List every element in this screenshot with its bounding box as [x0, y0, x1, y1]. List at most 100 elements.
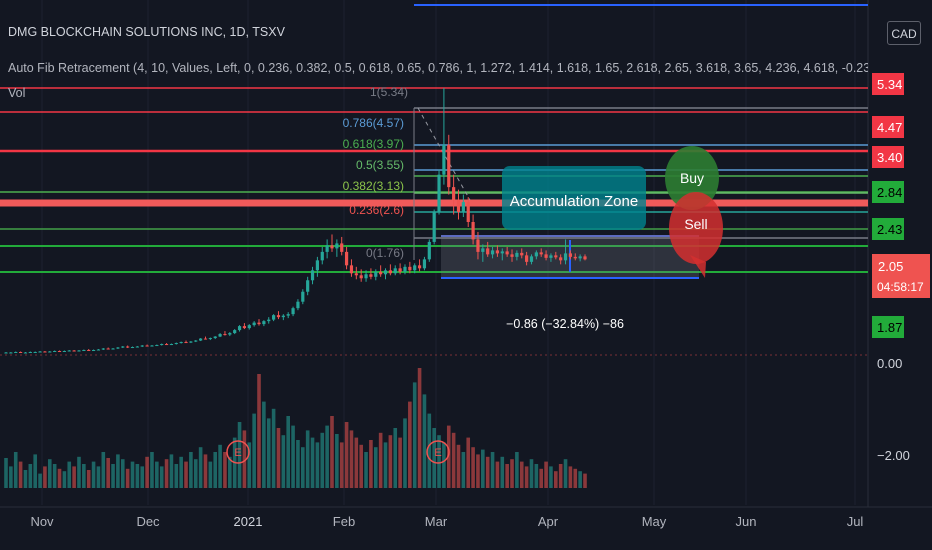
volume-bar — [9, 466, 13, 488]
candle-body — [534, 252, 538, 257]
fib-label: 0.5(3.55) — [356, 158, 404, 172]
candle-body — [354, 273, 358, 276]
volume-bar — [563, 459, 568, 488]
price-axis-label: 3.40 — [877, 150, 902, 165]
price-axis[interactable]: 5.34 4.47 3.40 2.84 2.43 2.05 04:58:17 1.87 0.00… — [872, 73, 930, 463]
candle-body — [461, 202, 465, 213]
volume-bar — [276, 428, 281, 488]
candle-body — [554, 255, 558, 258]
time-axis-label: Mar — [425, 514, 448, 529]
candle-body — [38, 351, 42, 353]
candlesticks — [4, 88, 587, 354]
price-tag-bg — [872, 73, 904, 95]
volume-bar — [257, 374, 261, 488]
volume-bar — [145, 456, 149, 488]
volume-bar — [47, 459, 52, 488]
volume-bar — [573, 468, 578, 488]
currency-button[interactable]: CAD — [887, 21, 921, 45]
fib-level-lines — [0, 87, 868, 273]
volume-bar — [344, 422, 349, 488]
volume-bar — [412, 382, 417, 488]
volume-bar — [549, 466, 553, 488]
volume-bar — [544, 461, 548, 488]
candle-body — [155, 345, 159, 347]
candle-body — [573, 256, 577, 259]
volume-bar — [519, 461, 524, 488]
volume-bar — [218, 444, 222, 488]
candle-body — [476, 239, 480, 252]
candle-body — [413, 265, 417, 271]
candle-body — [106, 348, 110, 350]
volume-bar — [203, 454, 208, 488]
volume-bar — [38, 473, 42, 488]
volume-bar — [193, 459, 198, 488]
candle-body — [500, 251, 504, 254]
volume-bar — [52, 464, 57, 488]
fib-label: 0(1.76) — [366, 246, 404, 260]
volume-bar — [471, 447, 475, 488]
earnings-label: E — [434, 447, 441, 459]
volume-bar — [524, 466, 529, 488]
time-axis-label: 2021 — [234, 514, 263, 529]
volume-bar — [330, 416, 334, 488]
candle-body — [135, 346, 139, 348]
candle-body — [315, 260, 319, 271]
candle-body — [559, 257, 563, 261]
volume-bar — [140, 466, 145, 488]
candle-body — [456, 199, 461, 213]
volume-bar — [262, 401, 266, 488]
candle-body — [116, 347, 120, 349]
volume-bar — [120, 459, 125, 488]
candle-body — [296, 301, 300, 309]
candle-body — [344, 251, 349, 266]
candle-body — [199, 338, 203, 341]
candle-body — [189, 341, 193, 343]
indicator-legend[interactable]: Auto Fib Retracement (4, 10, Values, Lef… — [8, 61, 868, 75]
candle-body — [164, 344, 169, 346]
volume-bar — [310, 437, 315, 488]
candle-body — [43, 351, 47, 353]
candle-body — [495, 250, 500, 254]
volume-bar — [67, 461, 72, 488]
candle-body — [340, 243, 344, 252]
time-axis[interactable]: Nov Dec 2021 Feb Mar Apr May Jun Jul — [30, 514, 863, 529]
volume-bar — [33, 454, 37, 488]
candle-body — [213, 336, 217, 339]
annotation-overlays: Accumulation Zone Buy Sell 1(5.34) 0.786(4.5… — [226, 85, 723, 464]
volume-bar — [62, 471, 67, 488]
symbol-title[interactable]: DMG BLOCKCHAIN SOLUTIONS INC, 1D, TSXV — [8, 25, 285, 39]
fib-label: 0.236(2.6) — [349, 203, 404, 217]
candle-body — [87, 350, 91, 352]
fib-label: 0.382(3.13) — [343, 179, 404, 193]
candle-body — [28, 352, 32, 354]
volume-bar — [57, 468, 62, 488]
volume-bar — [490, 452, 495, 488]
volume-bar — [135, 464, 140, 488]
price-tag-bg — [872, 146, 904, 168]
volume-bar — [583, 473, 587, 488]
time-axis-label: Jun — [736, 514, 757, 529]
volume-bar — [28, 464, 33, 488]
buy-label: Buy — [680, 170, 704, 186]
price-axis-label: 2.43 — [877, 222, 902, 237]
price-tag-bg — [872, 181, 904, 203]
current-price-tag — [872, 254, 930, 298]
volume-bar — [23, 470, 28, 488]
volume-bar — [18, 461, 23, 488]
time-axis-label: Jul — [847, 514, 864, 529]
candle-body — [490, 250, 495, 255]
candle-body — [291, 308, 295, 315]
candle-body — [403, 266, 407, 272]
volume-bar — [534, 464, 539, 488]
candle-body — [126, 346, 130, 348]
volume-legend[interactable]: Vol — [8, 86, 26, 100]
candle-body — [262, 321, 266, 325]
candle-body — [369, 274, 373, 277]
candle-body — [223, 334, 227, 336]
volume-bar — [461, 452, 466, 488]
volume-bar — [101, 452, 106, 488]
volume-bar — [417, 368, 422, 488]
candle-body — [481, 248, 485, 252]
volume-bar — [398, 437, 402, 488]
